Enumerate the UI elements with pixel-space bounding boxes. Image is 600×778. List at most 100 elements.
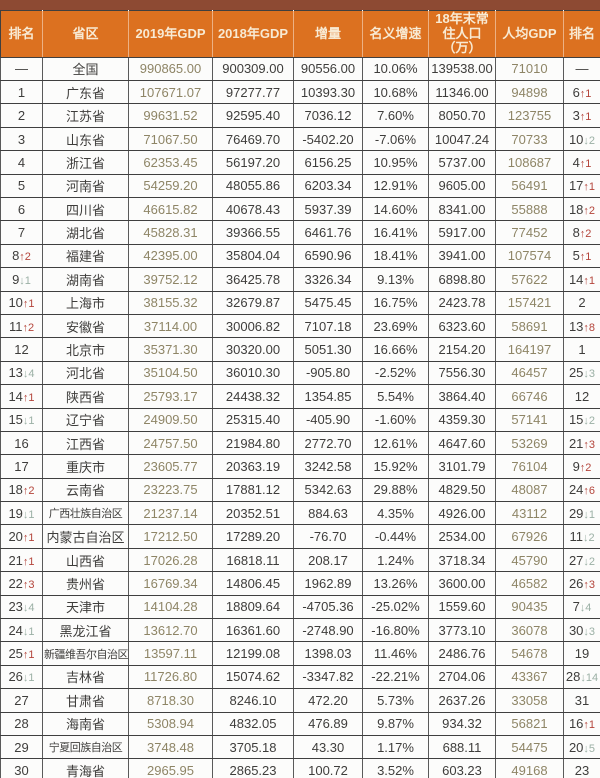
delta-cell: 476.89: [293, 711, 363, 736]
percapita-rank-cell: 31: [563, 688, 600, 713]
percapita-rank-cell: 26↑3: [563, 571, 600, 596]
gdp-rank-cell: 22↑3: [0, 571, 43, 596]
gdp-rank-cell: 29: [0, 734, 43, 760]
population-cell: 2423.78: [428, 290, 496, 315]
table-row: 17 重庆市 23605.77 20363.19 3242.58 15.92% 3101.7…: [0, 454, 600, 479]
gdp-2018-cell: 18809.64: [212, 594, 294, 620]
rank-up-arrow: ↑3: [22, 578, 35, 591]
province-cell: 内蒙古自治区: [42, 524, 129, 549]
gdp-2018-cell: 3705.18: [212, 734, 294, 760]
gdp-table: 排名 省区 2019年GDP 2018年GDP 增量 名义增速 18年末常住人口（万） 人均G…: [0, 10, 600, 778]
gdp-rank-cell: 11↑2: [0, 313, 43, 339]
rank-down-arrow: ↓14: [580, 672, 599, 685]
percapita-rank-cell: 13↑8: [563, 313, 600, 339]
rank-down-arrow: ↓1: [583, 508, 596, 521]
gdp-2018-cell: 8246.10: [212, 688, 294, 713]
table-row: 29 宁夏回族自治区 3748.48 3705.18 43.30 1.17% 688.11 5…: [0, 734, 600, 760]
gdp-2018-cell: 30320.00: [212, 337, 294, 362]
rank-up-arrow: ↑1: [579, 157, 592, 170]
province-cell: 河北省: [42, 360, 129, 386]
gdp-rank-cell: 6: [0, 196, 43, 222]
gdp-2019-cell: 5308.94: [128, 711, 213, 736]
gdp-2018-cell: 2865.23: [212, 758, 294, 778]
population-cell: 8050.70: [428, 103, 496, 128]
gdp-rank-cell: 16: [0, 430, 43, 456]
rank-up-arrow: ↑1: [22, 649, 35, 662]
column-header: 排名: [0, 10, 43, 58]
population-cell: 3864.40: [428, 384, 496, 409]
gdp-2018-cell: 56197.20: [212, 150, 294, 175]
table-row: 18↑2 云南省 23223.75 17881.12 5342.63 29.88% 4829…: [0, 477, 600, 503]
population-cell: 3718.34: [428, 547, 496, 573]
rank-up-arrow: ↑2: [22, 485, 35, 498]
rank-up-arrow: ↑3: [583, 438, 596, 451]
province-cell: 甘肃省: [42, 688, 129, 713]
gdp-2018-cell: 24438.32: [212, 384, 294, 409]
growth-cell: 10.95%: [362, 150, 429, 175]
delta-cell: 6590.96: [293, 243, 363, 269]
table-row: 28 海南省 5308.94 4832.05 476.89 9.87% 934.32 5682…: [0, 711, 600, 736]
column-header: 省区: [42, 10, 129, 58]
population-cell: 139538.00: [428, 56, 496, 82]
gdp-2018-cell: 39366.55: [212, 220, 294, 245]
province-cell: 北京市: [42, 337, 129, 362]
population-cell: 4926.00: [428, 501, 496, 526]
gdp-2018-cell: 16818.11: [212, 547, 294, 573]
gdp-2018-cell: 14806.45: [212, 571, 294, 596]
growth-cell: -2.52%: [362, 360, 429, 386]
percapita-rank-cell: 18↑2: [563, 196, 600, 222]
table-row: 4 浙江省 62353.45 56197.20 6156.25 10.95% 5737.00…: [0, 150, 600, 175]
percapita-gdp-cell: 46582: [495, 571, 564, 596]
rank-up-arrow: ↑1: [22, 391, 35, 404]
rank-down-arrow: ↓1: [22, 625, 35, 638]
gdp-rank-cell: 30: [0, 758, 43, 778]
province-cell: 湖北省: [42, 220, 129, 245]
delta-cell: 6461.76: [293, 220, 363, 245]
gdp-rank-cell: 13↓4: [0, 360, 43, 386]
percapita-gdp-cell: 164197: [495, 337, 564, 362]
gdp-2019-cell: 35104.50: [128, 360, 213, 386]
percapita-gdp-cell: 94898: [495, 80, 564, 105]
delta-cell: 5937.39: [293, 196, 363, 222]
delta-cell: 884.63: [293, 501, 363, 526]
gdp-rank-cell: 20↑1: [0, 524, 43, 549]
gdp-2018-cell: 25315.40: [212, 407, 294, 432]
column-header: 18年末常住人口（万）: [428, 10, 496, 58]
rank-up-arrow: ↑1: [22, 555, 35, 568]
delta-cell: 2772.70: [293, 430, 363, 456]
percapita-rank-cell: 19: [563, 641, 600, 666]
delta-cell: 1962.89: [293, 571, 363, 596]
province-cell: 海南省: [42, 711, 129, 736]
percapita-gdp-cell: 71010: [495, 56, 564, 82]
percapita-rank-cell: 16↑1: [563, 711, 600, 736]
gdp-rank-cell: 14↑1: [0, 384, 43, 409]
table-row: 19↓1 广西壮族自治区 21237.14 20352.51 884.63 4.35% 49…: [0, 501, 600, 526]
province-cell: 湖南省: [42, 267, 129, 292]
percapita-rank-cell: 28↓14: [563, 664, 600, 690]
table-row: 8↑2 福建省 42395.00 35804.04 6590.96 18.41% 3941.…: [0, 243, 600, 269]
province-cell: 黑龙江省: [42, 618, 129, 643]
percapita-gdp-cell: 53269: [495, 430, 564, 456]
growth-cell: 9.13%: [362, 267, 429, 292]
province-cell: 福建省: [42, 243, 129, 269]
growth-cell: 7.60%: [362, 103, 429, 128]
gdp-2018-cell: 48055.86: [212, 173, 294, 198]
growth-cell: 18.41%: [362, 243, 429, 269]
growth-cell: 12.91%: [362, 173, 429, 198]
gdp-2019-cell: 38155.32: [128, 290, 213, 315]
rank-up-arrow: ↑2: [579, 228, 592, 241]
rank-down-arrow: ↓5: [583, 742, 596, 755]
population-cell: 4829.50: [428, 477, 496, 503]
population-cell: 8341.00: [428, 196, 496, 222]
province-cell: 安徽省: [42, 313, 129, 339]
percapita-gdp-cell: 46457: [495, 360, 564, 386]
percapita-gdp-cell: 48087: [495, 477, 564, 503]
province-cell: 上海市: [42, 290, 129, 315]
table-row: 14↑1 陕西省 25793.17 24438.32 1354.85 5.54% 3864.…: [0, 384, 600, 409]
table-row: 13↓4 河北省 35104.50 36010.30 -905.80 -2.52% 7556…: [0, 360, 600, 386]
percapita-rank-cell: 12: [563, 384, 600, 409]
percapita-rank-cell: 17↑1: [563, 173, 600, 198]
percapita-gdp-cell: 123755: [495, 103, 564, 128]
column-header: 2018年GDP: [212, 10, 294, 58]
